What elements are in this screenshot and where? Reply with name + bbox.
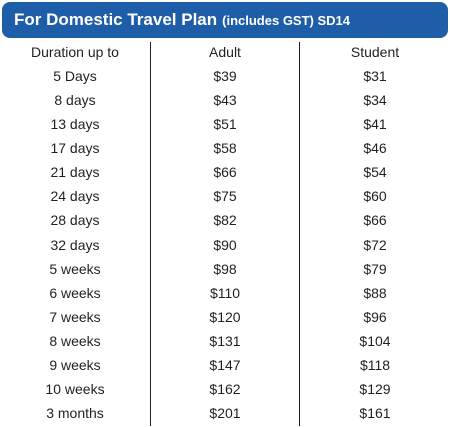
price-cell: $39	[213, 68, 237, 84]
price-cell: $31	[363, 68, 387, 84]
subtitle: (includes GST) SD14	[222, 12, 351, 28]
price-cell: $131	[209, 332, 241, 349]
price-cell: $46	[363, 140, 387, 157]
duration-cell: 10 weeks	[45, 380, 105, 397]
price-cell: $162	[209, 380, 241, 397]
price-cell: $88	[363, 284, 387, 301]
duration-cell: 17 days	[50, 140, 100, 157]
price-cell: $129	[359, 380, 391, 397]
column-header: Duration up to	[31, 44, 119, 60]
price-cell: $161	[359, 405, 391, 421]
duration-cell: 7 weeks	[49, 308, 101, 325]
duration-cell: 13 days	[50, 116, 100, 133]
price-cell: $60	[363, 188, 387, 205]
price-cell: $104	[359, 332, 391, 349]
duration-cell: 8 weeks	[49, 332, 101, 349]
duration-cell: 5 Days	[53, 68, 97, 84]
duration-cell: 3 months	[46, 405, 104, 421]
duration-cell: 9 weeks	[49, 356, 101, 373]
price-cell: $41	[363, 116, 387, 133]
price-cell: $66	[213, 164, 237, 181]
title: For Domestic Travel Plan	[14, 10, 218, 29]
price-cell: $110	[209, 284, 241, 301]
duration-cell: 5 weeks	[49, 260, 101, 277]
duration-cell: 24 days	[50, 188, 100, 205]
price-cell: $43	[213, 92, 237, 109]
column-divider	[150, 42, 151, 426]
price-cell: $66	[363, 212, 387, 229]
price-cell: $51	[213, 116, 237, 133]
price-cell: $75	[213, 188, 237, 205]
price-cell: $147	[209, 356, 241, 373]
price-cell: $58	[213, 140, 237, 157]
duration-cell: 32 days	[50, 236, 100, 253]
price-cell: $34	[363, 92, 387, 109]
price-cell: $79	[363, 260, 387, 277]
column-divider	[299, 42, 300, 426]
column-header: Adult	[209, 44, 241, 60]
price-cell: $120	[209, 308, 241, 325]
price-cell: $54	[363, 164, 387, 181]
price-cell: $96	[363, 308, 387, 325]
duration-cell: 6 weeks	[49, 284, 101, 301]
price-cell: $201	[209, 405, 241, 421]
duration-cell: 8 days	[54, 92, 96, 109]
price-cell: $82	[213, 212, 237, 229]
duration-cell: 21 days	[50, 164, 100, 181]
column-header: Student	[350, 44, 400, 60]
price-cell: $72	[363, 236, 387, 253]
price-cell: $90	[213, 236, 237, 253]
duration-cell: 28 days	[50, 212, 100, 229]
price-cell: $118	[359, 356, 391, 373]
price-cell: $98	[213, 260, 237, 277]
header-bar: For Domestic Travel Plan (includes GST) …	[2, 2, 448, 38]
